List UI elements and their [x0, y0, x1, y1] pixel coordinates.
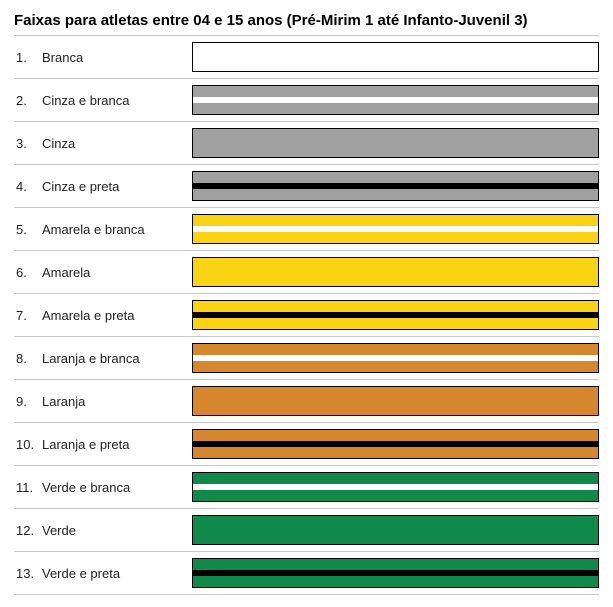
- belt-label: Cinza e preta: [42, 179, 192, 194]
- belt-swatch: [192, 257, 599, 287]
- belt-row: 13.Verde e preta: [14, 551, 599, 595]
- belt-row: 11.Verde e branca: [14, 465, 599, 508]
- belt-number: 3.: [14, 136, 42, 151]
- belt-number: 10.: [14, 437, 42, 452]
- belt-row: 8.Laranja e branca: [14, 336, 599, 379]
- belt-swatch: [192, 558, 599, 588]
- belt-label: Amarela: [42, 265, 192, 280]
- belt-row: 10.Laranja e preta: [14, 422, 599, 465]
- belt-stripe: [193, 97, 598, 103]
- belt-label: Amarela e branca: [42, 222, 192, 237]
- belt-row: 6.Amarela: [14, 250, 599, 293]
- belt-label: Branca: [42, 50, 192, 65]
- belt-number: 13.: [14, 566, 42, 581]
- belt-label: Verde e branca: [42, 480, 192, 495]
- belt-label: Verde e preta: [42, 566, 192, 581]
- belt-swatch: [192, 128, 599, 158]
- belt-row: 1.Branca: [14, 35, 599, 78]
- belt-stripe: [193, 441, 598, 447]
- belt-stripe: [193, 312, 598, 318]
- belt-row: 4.Cinza e preta: [14, 164, 599, 207]
- belt-number: 11.: [14, 480, 42, 495]
- belt-label: Cinza e branca: [42, 93, 192, 108]
- belt-swatch: [192, 386, 599, 416]
- page-title: Faixas para atletas entre 04 e 15 anos (…: [14, 12, 599, 35]
- belt-label: Cinza: [42, 136, 192, 151]
- belt-number: 5.: [14, 222, 42, 237]
- belt-number: 8.: [14, 351, 42, 366]
- belt-number: 1.: [14, 50, 42, 65]
- belt-swatch: [192, 171, 599, 201]
- belt-table: 1.Branca2.Cinza e branca3.Cinza4.Cinza e…: [14, 35, 599, 595]
- belt-swatch: [192, 42, 599, 72]
- belt-swatch: [192, 300, 599, 330]
- belt-stripe: [193, 484, 598, 490]
- belt-row: 12.Verde: [14, 508, 599, 551]
- belt-label: Laranja: [42, 394, 192, 409]
- belt-swatch: [192, 343, 599, 373]
- belt-row: 9.Laranja: [14, 379, 599, 422]
- belt-row: 5.Amarela e branca: [14, 207, 599, 250]
- belt-label: Verde: [42, 523, 192, 538]
- belt-number: 12.: [14, 523, 42, 538]
- belt-label: Laranja e preta: [42, 437, 192, 452]
- belt-number: 4.: [14, 179, 42, 194]
- belt-stripe: [193, 183, 598, 189]
- belt-swatch: [192, 429, 599, 459]
- belt-swatch: [192, 85, 599, 115]
- belt-label: Laranja e branca: [42, 351, 192, 366]
- belt-number: 6.: [14, 265, 42, 280]
- belt-stripe: [193, 355, 598, 361]
- belt-row: 7.Amarela e preta: [14, 293, 599, 336]
- belt-stripe: [193, 570, 598, 576]
- belt-swatch: [192, 472, 599, 502]
- belt-stripe: [193, 226, 598, 232]
- belt-number: 7.: [14, 308, 42, 323]
- belt-number: 2.: [14, 93, 42, 108]
- belt-row: 2.Cinza e branca: [14, 78, 599, 121]
- belt-row: 3.Cinza: [14, 121, 599, 164]
- belt-label: Amarela e preta: [42, 308, 192, 323]
- belt-number: 9.: [14, 394, 42, 409]
- belt-swatch: [192, 214, 599, 244]
- belt-swatch: [192, 515, 599, 545]
